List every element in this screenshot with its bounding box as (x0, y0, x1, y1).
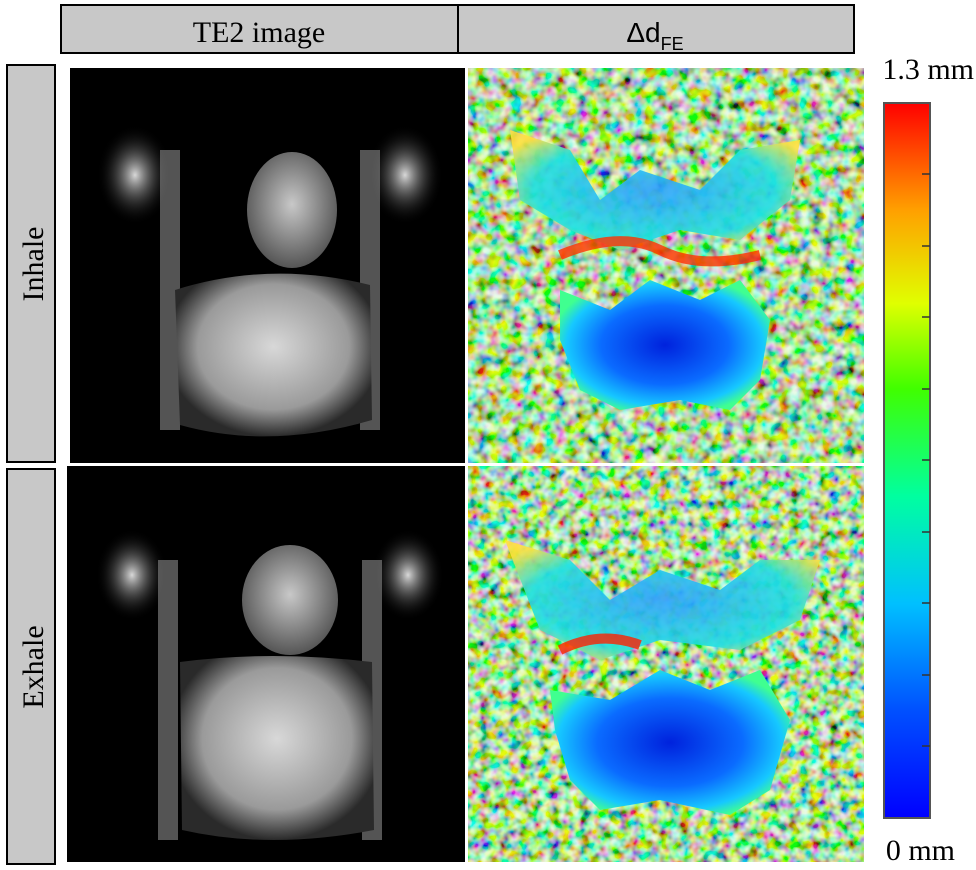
symbol: Δd (626, 17, 660, 48)
colorbar-max-label: 1.3 mm (882, 53, 974, 86)
header-cell (457, 4, 855, 54)
row-title: Exhale (17, 625, 50, 708)
mri-image (70, 68, 465, 463)
column-title: TE2 image (193, 16, 325, 49)
displacement-map (468, 68, 864, 463)
row-title: Inhale (17, 227, 50, 302)
mri-image (67, 466, 465, 862)
column-title: ΔdFE (626, 17, 683, 54)
header-cell (60, 4, 459, 54)
row-cell (6, 468, 56, 865)
row-cell (6, 64, 56, 463)
subscript: FE (661, 34, 684, 54)
displacement-map (468, 466, 864, 862)
colorbar (883, 102, 931, 819)
colorbar-min-label: 0 mm (886, 834, 955, 867)
